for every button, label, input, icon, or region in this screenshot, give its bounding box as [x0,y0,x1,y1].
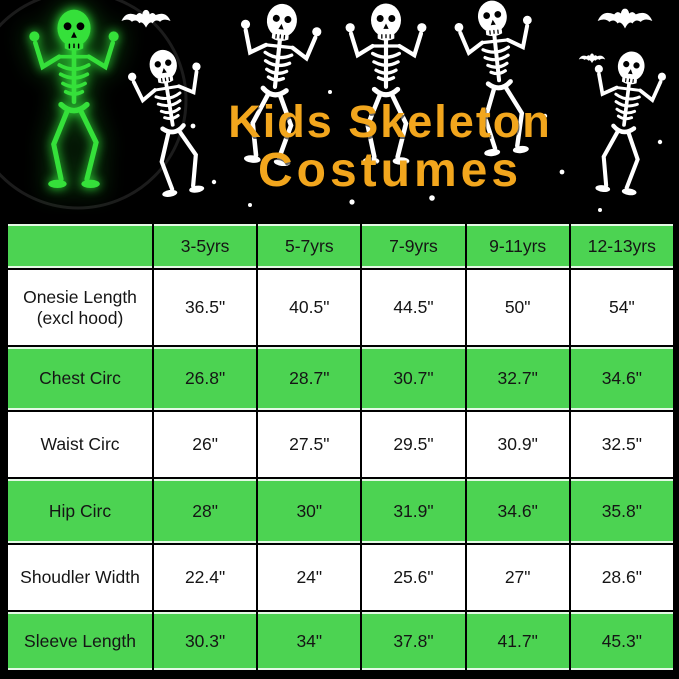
table-row: Shoudler Width 22.4" 24" 25.6" 27" 28.6" [6,543,675,612]
size-value-cell: 27" [464,543,571,612]
size-value-cell: 30.7" [360,345,467,412]
size-value-cell: 28" [151,477,259,545]
size-value-cell: 34" [256,610,363,672]
row-label: Shoudler Width [6,543,154,612]
size-chart-table: 3-5yrs 5-7yrs 7-9yrs 9-11yrs 12-13yrs Onesie… [6,222,675,672]
row-sublabel: (excl hood) [36,307,124,328]
size-col-header: 12-13yrs [568,222,675,270]
speckles [190,90,663,212]
size-value-cell: 30.3" [151,610,259,672]
table-row: Waist Circ 26" 27.5" 29.5" 30.9" 32.5" [6,410,675,479]
table-row: Sleeve Length 30.3" 34" 37.8" 41.7" 45.3" [6,610,675,672]
size-value-cell: 31.9" [360,477,467,545]
table-row: Hip Circ 28" 30" 31.9" 34.6" 35.8" [6,477,675,545]
row-label: Chest Circ [6,345,154,412]
size-value-cell: 30" [256,477,363,545]
row-label: Sleeve Length [6,610,154,672]
size-col-header: 5-7yrs [256,222,363,270]
size-value-cell: 32.7" [464,345,571,412]
size-header-row: 3-5yrs 5-7yrs 7-9yrs 9-11yrs 12-13yrs [6,222,675,270]
size-value-cell: 44.5" [360,268,467,347]
size-value-cell: 28.7" [256,345,363,412]
row-label: Hip Circ [6,477,154,545]
skeletons-illustration [0,0,679,212]
size-col-header: 3-5yrs [151,222,259,270]
size-value-cell: 30.9" [464,410,571,479]
row-label: Waist Circ [6,410,154,479]
size-value-cell: 34.6" [568,345,675,412]
size-value-cell: 26.8" [151,345,259,412]
hero-banner: Kids Skeleton Costumes [0,0,679,222]
size-value-cell: 41.7" [464,610,571,672]
size-value-cell: 29.5" [360,410,467,479]
product-title: Kids Skeleton Costumes [150,98,630,197]
vignette-circle [0,0,188,210]
size-value-cell: 26" [151,410,259,479]
corner-cell [6,222,154,270]
size-value-cell: 35.8" [568,477,675,545]
table-row: Onesie Length (excl hood) 36.5" 40.5" 44.5" 5… [6,268,675,347]
size-value-cell: 22.4" [151,543,259,612]
size-value-cell: 27.5" [256,410,363,479]
title-line-2: Costumes [257,143,523,197]
row-label: Onesie Length (excl hood) [6,268,154,347]
size-value-cell: 36.5" [151,268,259,347]
bat-icon [597,8,653,29]
size-value-cell: 50" [464,268,571,347]
size-value-cell: 54" [568,268,675,347]
size-value-cell: 28.6" [568,543,675,612]
size-value-cell: 40.5" [256,268,363,347]
size-value-cell: 25.6" [360,543,467,612]
size-value-cell: 37.8" [360,610,467,672]
size-chart: 3-5yrs 5-7yrs 7-9yrs 9-11yrs 12-13yrs Onesie… [0,222,679,679]
size-col-header: 7-9yrs [360,222,467,270]
title-line-1: Kids Skeleton [228,96,552,147]
table-row: Chest Circ 26.8" 28.7" 30.7" 32.7" 34.6" [6,345,675,412]
small-bat-icon [578,53,606,64]
glow-skeleton-icon [29,10,118,188]
bat-icon [121,9,171,28]
size-value-cell: 24" [256,543,363,612]
size-value-cell: 34.6" [464,477,571,545]
size-value-cell: 32.5" [568,410,675,479]
size-value-cell: 45.3" [568,610,675,672]
size-col-header: 9-11yrs [464,222,571,270]
